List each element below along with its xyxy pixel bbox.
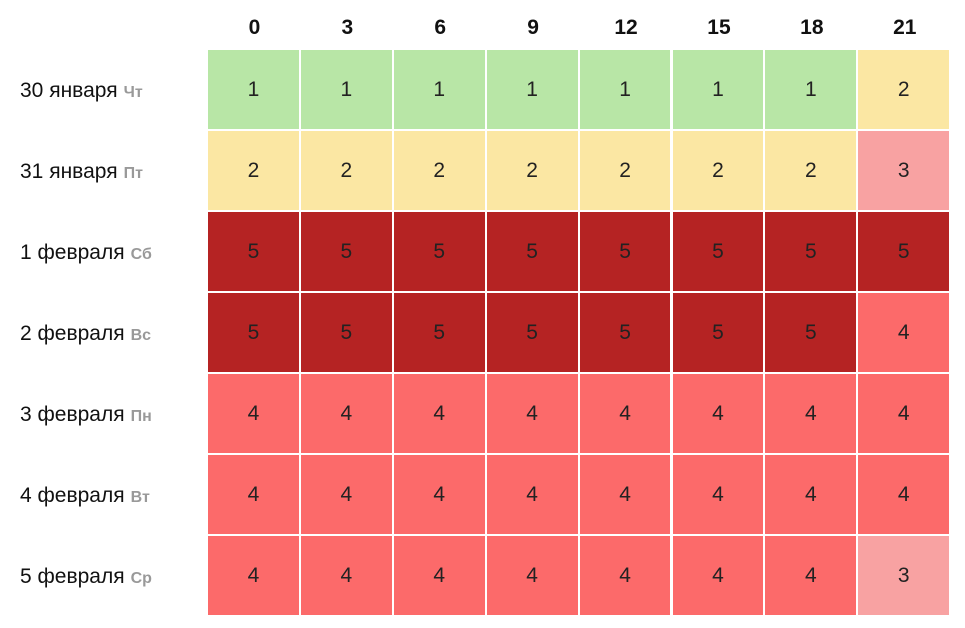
cell: 5 — [765, 293, 857, 372]
cell: 4 — [486, 536, 578, 615]
column-header: 21 — [893, 16, 917, 39]
date: 31 января — [20, 160, 118, 183]
cell: 5 — [300, 212, 392, 291]
row-label: 1 февраля Сб — [20, 212, 152, 293]
cell: 5 — [672, 212, 764, 291]
cell: 4 — [765, 455, 857, 534]
cell: 2 — [393, 131, 485, 210]
date: 5 февраля — [20, 565, 125, 588]
cell: 4 — [858, 374, 950, 453]
cell: 4 — [300, 374, 392, 453]
cell: 1 — [300, 50, 392, 129]
cell: 1 — [208, 50, 299, 129]
cell: 4 — [765, 374, 857, 453]
cell: 2 — [672, 131, 764, 210]
cell: 2 — [300, 131, 392, 210]
cell: 5 — [300, 293, 392, 372]
column-header: 6 — [434, 16, 447, 39]
row-label: 5 февраля Ср — [20, 536, 152, 617]
cell: 4 — [486, 374, 578, 453]
column-header: 12 — [614, 16, 638, 39]
cell: 3 — [858, 131, 950, 210]
column-header: 0 — [248, 16, 261, 39]
cell: 4 — [393, 536, 485, 615]
cell: 4 — [858, 455, 950, 534]
weekday: Сб — [130, 246, 152, 263]
row-label: 3 февраля Пн — [20, 374, 152, 455]
cell: 2 — [486, 131, 578, 210]
date: 1 февраля — [20, 241, 125, 264]
cell: 2 — [208, 131, 299, 210]
column-header: 15 — [707, 16, 731, 39]
weekday: Пт — [123, 165, 143, 182]
weekday: Пн — [130, 408, 152, 425]
cell: 1 — [672, 50, 764, 129]
cell: 4 — [486, 455, 578, 534]
column-header: 3 — [341, 16, 354, 39]
cell: 4 — [208, 455, 299, 534]
row-label: 4 февраля Вт — [20, 455, 150, 536]
cell: 1 — [579, 50, 671, 129]
column-header: 9 — [527, 16, 539, 39]
cell: 2 — [858, 50, 950, 129]
weekday: Ср — [130, 570, 152, 587]
cell: 3 — [858, 536, 950, 615]
cell: 1 — [765, 50, 857, 129]
cell: 4 — [672, 374, 764, 453]
cell: 1 — [486, 50, 578, 129]
cell: 4 — [579, 536, 671, 615]
cell: 5 — [765, 212, 857, 291]
date: 2 февраля — [20, 322, 125, 345]
weekday: Вт — [130, 489, 150, 506]
cell: 2 — [579, 131, 671, 210]
row-label: 31 января Пт — [20, 131, 143, 212]
cell: 5 — [393, 212, 485, 291]
cell: 5 — [208, 212, 299, 291]
cell: 5 — [208, 293, 299, 372]
weekday: Вс — [130, 327, 152, 344]
row-label: 30 января Чт — [20, 50, 143, 131]
cell: 4 — [300, 536, 392, 615]
cell: 4 — [579, 374, 671, 453]
cell: 4 — [393, 374, 485, 453]
cell: 4 — [858, 293, 950, 372]
cell: 5 — [393, 293, 485, 372]
cell: 4 — [672, 536, 764, 615]
row-label: 2 февраля Вс — [20, 293, 151, 374]
cell: 4 — [208, 374, 299, 453]
cell: 4 — [208, 536, 299, 615]
cell: 5 — [486, 293, 578, 372]
cell: 5 — [672, 293, 764, 372]
cell: 5 — [858, 212, 950, 291]
cell: 4 — [765, 536, 857, 615]
date: 30 января — [20, 79, 118, 102]
cell: 4 — [393, 455, 485, 534]
cell: 5 — [579, 212, 671, 291]
date: 4 февраля — [20, 484, 125, 507]
cell: 5 — [579, 293, 671, 372]
date: 3 февраля — [20, 403, 125, 426]
column-header: 18 — [800, 16, 824, 39]
cell: 4 — [579, 455, 671, 534]
cell: 2 — [765, 131, 857, 210]
weekday: Чт — [123, 84, 143, 101]
cell: 4 — [300, 455, 392, 534]
cell: 4 — [672, 455, 764, 534]
cell: 5 — [486, 212, 578, 291]
cell: 1 — [393, 50, 485, 129]
